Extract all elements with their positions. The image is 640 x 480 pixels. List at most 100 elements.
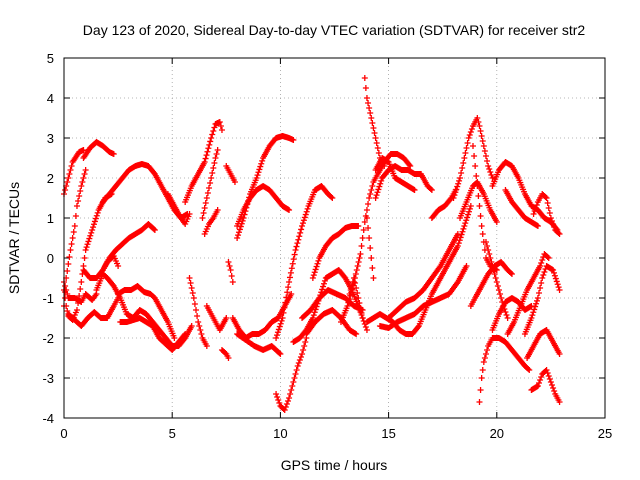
data-point xyxy=(554,281,561,288)
data-point xyxy=(296,357,303,363)
data-point xyxy=(450,195,457,201)
data-point xyxy=(257,163,264,170)
series-s45 xyxy=(482,239,511,321)
data-point xyxy=(186,275,193,281)
data-point xyxy=(315,257,322,264)
data-point xyxy=(533,202,540,208)
data-point xyxy=(556,399,563,405)
data-point xyxy=(411,187,418,193)
data-point xyxy=(188,323,195,329)
data-point xyxy=(240,215,247,221)
data-point xyxy=(530,309,537,316)
data-point xyxy=(473,173,480,179)
series-s3 xyxy=(61,167,89,309)
data-point xyxy=(212,155,219,161)
data-point xyxy=(545,373,552,379)
data-point xyxy=(278,317,285,324)
data-point xyxy=(482,351,489,357)
data-point xyxy=(353,285,360,291)
data-point xyxy=(231,179,238,185)
y-tick-label: 1 xyxy=(47,211,54,226)
data-point xyxy=(110,151,117,157)
data-point xyxy=(225,355,232,361)
data-point xyxy=(353,331,360,337)
data-point xyxy=(368,255,375,261)
data-point xyxy=(447,196,454,203)
data-point xyxy=(486,166,493,172)
data-point xyxy=(367,110,374,116)
data-point xyxy=(367,191,374,197)
data-point xyxy=(359,235,366,241)
data-point xyxy=(555,284,562,291)
data-point xyxy=(71,223,78,229)
data-point xyxy=(295,360,302,366)
data-point xyxy=(300,347,307,353)
y-tick-label: 4 xyxy=(47,91,54,106)
data-point xyxy=(530,211,537,217)
series-s52 xyxy=(521,263,563,337)
data-point xyxy=(62,283,69,289)
data-point xyxy=(64,308,71,314)
y-tick-label: 0 xyxy=(47,251,54,266)
data-point xyxy=(312,266,319,273)
data-point xyxy=(80,175,87,181)
data-point xyxy=(310,272,317,279)
series-s42 xyxy=(450,115,496,201)
data-point xyxy=(465,208,472,215)
data-point xyxy=(286,207,293,213)
data-point xyxy=(534,383,541,389)
data-point xyxy=(235,229,242,236)
series-s39 xyxy=(376,263,470,331)
data-point xyxy=(151,227,158,233)
data-point xyxy=(274,329,281,336)
data-point xyxy=(276,323,283,330)
data-point xyxy=(275,397,282,403)
data-point xyxy=(539,257,546,263)
data-point xyxy=(293,367,300,373)
data-point xyxy=(227,267,234,273)
data-point xyxy=(292,371,299,377)
data-point xyxy=(537,377,544,383)
series-s31 xyxy=(303,307,360,337)
data-point xyxy=(481,148,488,154)
data-point xyxy=(66,254,73,260)
data-point xyxy=(288,291,295,297)
data-point xyxy=(188,285,195,291)
data-point xyxy=(486,251,493,257)
data-point xyxy=(207,180,214,186)
data-point xyxy=(208,175,215,181)
data-point xyxy=(282,299,289,306)
data-point xyxy=(92,215,99,222)
data-point xyxy=(210,128,217,134)
data-point xyxy=(544,370,551,376)
data-point xyxy=(298,226,305,233)
data-point xyxy=(370,275,377,281)
data-point xyxy=(223,315,230,321)
data-point xyxy=(525,366,532,372)
data-point xyxy=(276,400,283,406)
data-point xyxy=(348,283,355,289)
data-point xyxy=(476,203,483,209)
data-point xyxy=(281,407,288,413)
data-point xyxy=(454,243,461,249)
data-point xyxy=(482,153,489,159)
data-point xyxy=(508,271,515,277)
data-point xyxy=(463,263,470,269)
data-point xyxy=(373,140,380,146)
data-point xyxy=(375,150,382,156)
axis-layer: 0 5 10 15 20 25 -4 -3 -2 -1 0 1 2 3 4 5 xyxy=(42,51,612,441)
data-point xyxy=(484,158,491,164)
data-point xyxy=(452,189,459,196)
series-s18 xyxy=(203,303,230,333)
data-point xyxy=(498,295,505,301)
series-s5 xyxy=(61,279,100,305)
data-point xyxy=(76,193,83,199)
y-tick-label: -4 xyxy=(42,411,54,426)
data-point xyxy=(547,215,554,221)
series-s21 xyxy=(218,347,232,361)
data-point xyxy=(208,135,215,141)
x-tick-label: 20 xyxy=(490,426,504,441)
data-point xyxy=(457,175,464,181)
data-point xyxy=(256,166,263,173)
